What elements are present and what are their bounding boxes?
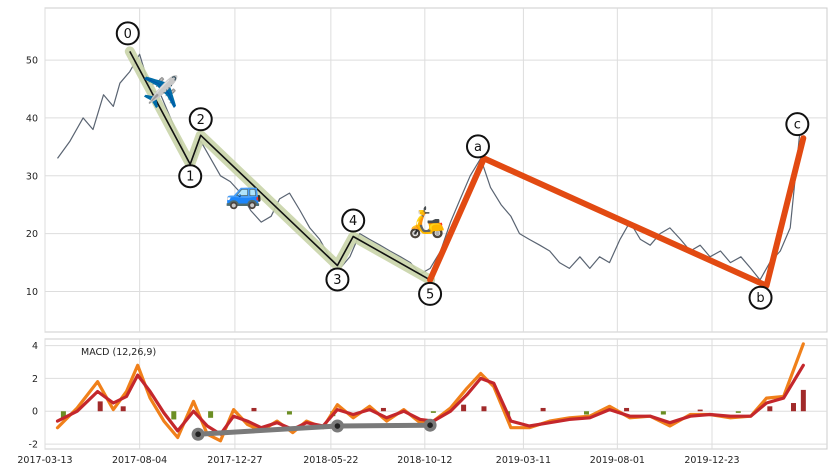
impulse-wave-label-1-circle xyxy=(178,164,203,189)
price-y-tick-label: 50 xyxy=(26,56,38,67)
impulse-wave-line xyxy=(129,51,431,281)
macd-histogram-bar xyxy=(171,411,177,420)
macd-legend: MACD (12,26,9) xyxy=(81,347,156,358)
macd-histogram-bar xyxy=(583,411,589,415)
macd-histogram-bar xyxy=(461,404,467,412)
impulse-wave-label-4-circle xyxy=(341,208,366,233)
macd-trendline-point-center xyxy=(195,431,201,438)
x-tick-label: 2017-12-27 xyxy=(207,455,262,466)
x-tick-label: 2018-10-12 xyxy=(397,455,452,466)
x-tick-label: 2019-03-11 xyxy=(496,455,551,466)
macd-histogram-bar xyxy=(251,407,257,412)
macd-histogram-bar xyxy=(624,407,630,412)
airplane-icon: ✈️ xyxy=(142,73,179,110)
macd-histogram-bar xyxy=(800,389,806,412)
macd-y-tick-label: 4 xyxy=(32,341,38,352)
macd-histogram-bar xyxy=(540,407,546,412)
macd-panel: 2017-03-13 2017-08-04 2017-12-27 2018-05-22… xyxy=(17,338,828,466)
correction-wave-label-b: b xyxy=(756,291,764,306)
impulse-wave-label-0-circle xyxy=(115,21,140,46)
macd-histogram-bar xyxy=(208,411,214,418)
impulse-wave-label-0: 0 xyxy=(124,27,132,42)
x-tick-label: 2019-08-01 xyxy=(590,455,645,466)
macd-histogram-bar xyxy=(660,411,666,415)
car-icon: 🚙 xyxy=(225,176,262,211)
macd-trendline-point-center xyxy=(427,422,433,428)
macd-histogram-bar xyxy=(790,403,796,412)
correction-wave-label-a-circle xyxy=(465,134,490,159)
macd-histogram-bar xyxy=(481,406,487,412)
impulse-wave-label-2-circle xyxy=(188,107,213,132)
correction-wave-label-c: c xyxy=(794,118,801,133)
impulse-wave-label-4: 4 xyxy=(349,214,357,229)
correction-wave-label-b-circle xyxy=(748,285,773,310)
macd-histogram-bar xyxy=(697,409,703,412)
correction-wave-label-c-circle xyxy=(785,112,810,137)
macd-trendline-point-center xyxy=(334,423,341,429)
macd-histogram-bar xyxy=(60,411,66,418)
macd-histogram-bar xyxy=(120,406,126,412)
macd-y-tick-label: -2 xyxy=(29,440,38,451)
price-y-tick-label: 30 xyxy=(26,171,38,182)
macd-y-tick-label: 0 xyxy=(32,407,38,418)
x-tick-label: 2017-08-04 xyxy=(112,455,167,466)
correction-wave-label-a: a xyxy=(474,140,482,155)
impulse-wave-label-3-circle xyxy=(325,267,350,292)
price-y-tick-label: 40 xyxy=(26,113,38,124)
price-panel: 10 20 30 40 50 0 1 2 3 4 5 a b c ✈️ 🚙 🛵 xyxy=(26,7,828,333)
price-plot-area xyxy=(44,7,828,333)
impulse-wave-label-1: 1 xyxy=(186,170,194,185)
x-tick-label: 2017-03-13 xyxy=(17,455,72,466)
scooter-icon: 🛵 xyxy=(408,205,445,240)
price-y-tick-label: 20 xyxy=(26,229,38,240)
price-y-tick-label: 10 xyxy=(26,287,38,298)
impulse-wave-label-5-circle xyxy=(418,281,443,306)
x-tick-label: 2018-05-22 xyxy=(303,455,358,466)
correction-wave-line xyxy=(427,135,807,289)
macd-plot-area xyxy=(44,338,828,450)
signal-line xyxy=(55,363,805,436)
x-tick-label: 2019-12-23 xyxy=(684,455,739,466)
macd-histogram-bar xyxy=(380,407,386,412)
macd-histogram-bar xyxy=(430,411,436,413)
impulse-wave-label-2: 2 xyxy=(197,113,205,128)
macd-y-tick-label: 2 xyxy=(32,374,38,385)
macd-histogram-bar xyxy=(286,411,292,415)
macd-histogram-bar xyxy=(97,401,103,412)
impulse-wave-label-3: 3 xyxy=(333,273,341,288)
macd-histogram-bar xyxy=(735,411,741,413)
macd-histogram-bar xyxy=(767,406,773,412)
impulse-wave-label-5: 5 xyxy=(426,287,434,302)
